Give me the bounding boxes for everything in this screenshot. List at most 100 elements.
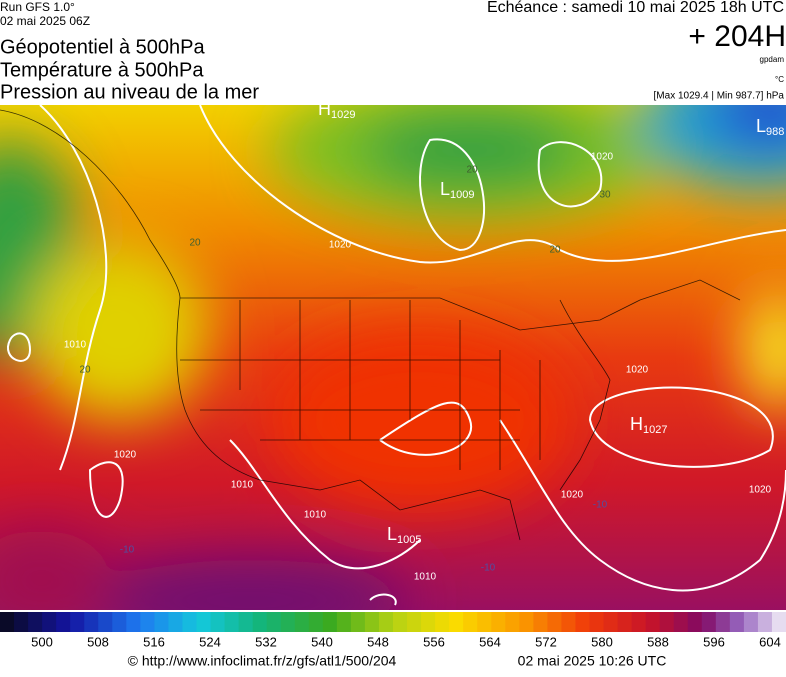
- generated: 02 mai 2025 10:26 UTC: [518, 653, 667, 669]
- color-swatch: [0, 612, 15, 632]
- color-swatch: [322, 612, 338, 632]
- color-swatch: [673, 612, 689, 632]
- legend-label: 604: [759, 634, 781, 649]
- color-swatch: [435, 612, 450, 632]
- color-swatch: [491, 612, 506, 632]
- map: [0, 105, 786, 610]
- center-value: 988: [766, 126, 784, 138]
- title-3: Pression au niveau de la mer: [0, 81, 259, 103]
- color-swatch: [519, 612, 534, 632]
- contour-label: 1010: [414, 572, 437, 583]
- color-swatch: [98, 612, 113, 632]
- color-swatch: [743, 612, 759, 632]
- contour-label: 1020: [114, 450, 137, 461]
- color-swatch: [154, 612, 169, 632]
- contour-label: 1020: [626, 365, 649, 376]
- color-swatch: [589, 612, 605, 632]
- legend-label: 572: [535, 634, 557, 649]
- legend-label: 516: [143, 634, 165, 649]
- color-swatch: [224, 612, 240, 632]
- legend-label: 580: [591, 634, 613, 649]
- pressure-center: L1009: [440, 179, 475, 201]
- center-letter: L: [387, 524, 397, 544]
- pressure-center: H1027: [630, 414, 667, 436]
- borders: [0, 109, 741, 541]
- color-swatch: [42, 612, 57, 632]
- legend-label: 596: [703, 634, 725, 649]
- color-swatch: [687, 612, 703, 632]
- color-swatch: [70, 612, 85, 632]
- color-swatch: [168, 612, 183, 632]
- color-swatch: [238, 612, 254, 632]
- contour-label: 1020: [561, 490, 584, 501]
- color-swatch: [393, 612, 408, 632]
- color-swatch: [505, 612, 520, 632]
- contour-label: 20: [79, 365, 91, 376]
- color-swatch: [421, 612, 436, 632]
- color-swatch: [575, 612, 590, 632]
- center-value: 1027: [643, 424, 667, 436]
- contour-labels: 1020 1010 20 20 1020 1010 1010 1020 30 20 20 1020 10…: [64, 152, 772, 583]
- color-swatch: [14, 612, 29, 632]
- contour-label: 1010: [304, 510, 327, 521]
- color-swatch: [364, 612, 380, 632]
- lead-time: + 204H: [688, 20, 786, 53]
- color-swatch: [126, 612, 141, 632]
- run-date: 02 mai 2025 06Z: [0, 14, 90, 28]
- isobars: [7, 105, 786, 606]
- color-swatch: [631, 612, 647, 632]
- color-swatch: [449, 612, 464, 632]
- color-swatch: [112, 612, 127, 632]
- color-swatch: [771, 612, 786, 632]
- contour-label: 1020: [329, 240, 352, 251]
- pressure-range: [Max 1029.4 | Min 987.7] hPa: [654, 91, 785, 102]
- color-swatch: [350, 612, 366, 632]
- contour-label: 20: [549, 245, 561, 256]
- color-swatch: [477, 612, 492, 632]
- contour-label: -10: [120, 545, 135, 556]
- color-swatch: [757, 612, 773, 632]
- color-swatch: [84, 612, 99, 632]
- center-value: 1029: [331, 109, 355, 121]
- legend-label: 588: [647, 634, 669, 649]
- valid-time: Echéance : samedi 10 mai 2025 18h UTC: [487, 0, 784, 16]
- color-swatch: [407, 612, 422, 632]
- color-swatch: [603, 612, 619, 632]
- center-value: 1009: [450, 189, 474, 201]
- color-swatch: [715, 612, 731, 632]
- color-swatch: [729, 612, 745, 632]
- center-letter: L: [440, 179, 450, 199]
- contour-label: -10: [593, 500, 608, 511]
- color-swatch: [252, 612, 268, 632]
- color-swatch: [617, 612, 633, 632]
- color-swatch: [463, 612, 478, 632]
- contour-label: 1020: [749, 485, 772, 496]
- color-swatch: [533, 612, 548, 632]
- pressure-center: L988: [756, 116, 784, 138]
- legend-label: 556: [423, 634, 445, 649]
- legend-label: 548: [367, 634, 389, 649]
- contour-label: 30: [599, 190, 611, 201]
- color-swatch: [701, 612, 717, 632]
- color-swatch: [196, 612, 212, 632]
- legend-label: 508: [87, 634, 109, 649]
- color-swatch: [378, 612, 394, 632]
- color-swatch: [56, 612, 71, 632]
- contour-label: 20: [466, 165, 478, 176]
- color-swatch: [28, 612, 43, 632]
- run: Run GFS 1.0°: [0, 0, 75, 14]
- unit-temp: °C: [775, 75, 784, 84]
- color-swatch: [182, 612, 197, 632]
- color-swatch: [645, 612, 661, 632]
- color-swatch: [140, 612, 155, 632]
- legend-label: 524: [199, 634, 221, 649]
- contour-label: 20: [189, 238, 201, 249]
- legend-label: 540: [311, 634, 333, 649]
- pressure-center: L1005: [387, 524, 422, 546]
- color-swatch: [336, 612, 352, 632]
- center-letter: H: [318, 99, 331, 119]
- contour-label: 1010: [231, 480, 254, 491]
- contour-label: 1010: [64, 340, 87, 351]
